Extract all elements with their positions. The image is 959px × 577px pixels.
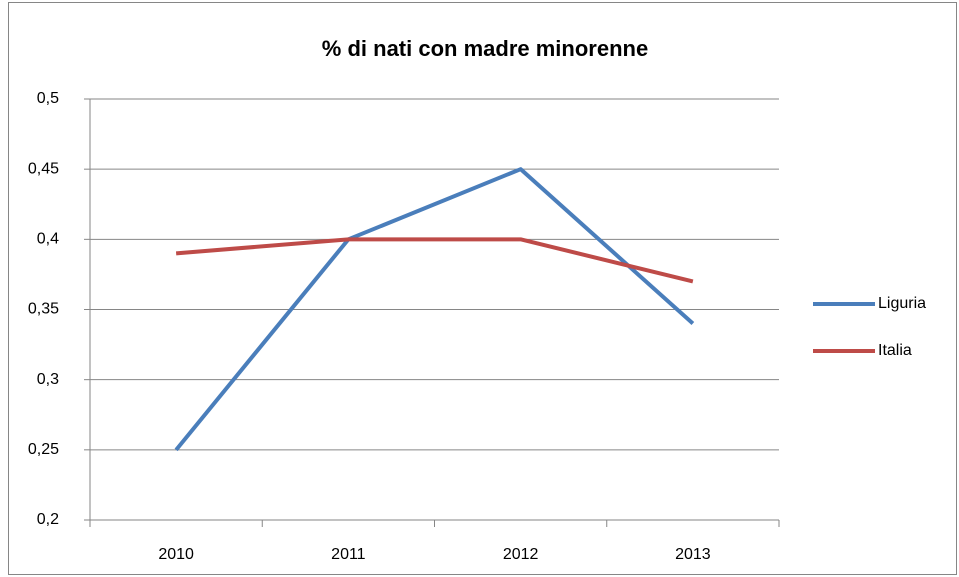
line-series: [175, 237, 694, 284]
y-tick-label: 0,2: [37, 511, 59, 528]
legend-label: Liguria: [878, 295, 926, 312]
y-tick-label: 0,35: [28, 301, 59, 318]
legend-label: Italia: [878, 342, 912, 359]
y-tick-label: 0,3: [37, 371, 59, 388]
chart-frame: [8, 2, 957, 575]
y-tick-label: 0,45: [28, 160, 59, 177]
line-series: [174, 167, 695, 452]
x-tick-label: 2012: [503, 546, 539, 563]
x-tick-label: 2011: [331, 546, 366, 563]
x-tick-label: 2010: [158, 546, 194, 563]
x-tick-label: 2013: [675, 546, 711, 563]
y-tick-label: 0,4: [37, 231, 59, 248]
y-tick-label: 0,5: [37, 90, 59, 107]
y-tick-label: 0,25: [28, 441, 59, 458]
chart-title: % di nati con madre minorenne: [322, 36, 648, 61]
